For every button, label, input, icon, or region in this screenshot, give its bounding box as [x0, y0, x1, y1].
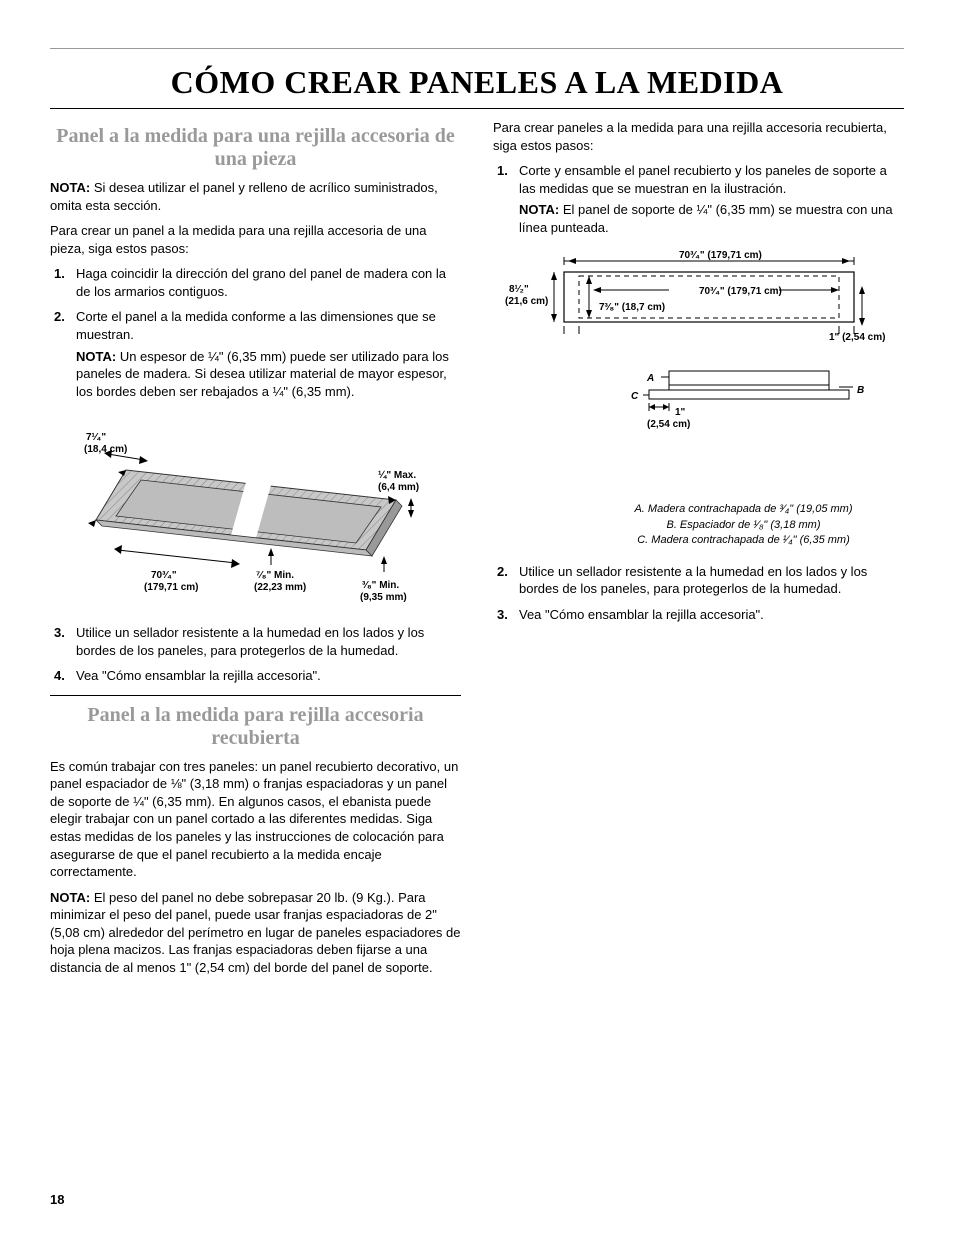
sec1-nota-text: Si desea utilizar el panel y relleno de … [50, 180, 438, 213]
right-column: Para crear paneles a la medida para una … [493, 119, 904, 984]
sec1-intro: Para crear un panel a la medida para una… [50, 222, 461, 257]
svg-text:1" (2,54 cm): 1" (2,54 cm) [829, 332, 885, 343]
list-item: Corte el panel a la medida conforme a la… [50, 308, 461, 400]
legend-c: C. Madera contrachapada de ¹⁄₄" (6,35 mm… [583, 533, 904, 548]
sec1-nota: NOTA: Si desea utilizar el panel y relle… [50, 179, 461, 214]
svg-text:(18,4 cm): (18,4 cm) [84, 444, 127, 455]
svg-text:70³⁄₄" (179,71 cm): 70³⁄₄" (179,71 cm) [679, 250, 762, 261]
r-step1-nota: NOTA: El panel de soporte de ¼" (6,35 mm… [519, 201, 904, 236]
nota-label: NOTA: [50, 180, 90, 195]
list-item: Vea "Cómo ensamblar la rejilla accesoria… [50, 667, 461, 685]
svg-text:A: A [646, 373, 654, 384]
step-text: Haga coincidir la dirección del grano de… [76, 266, 446, 299]
sec2-heading: Panel a la medida para rejilla accesoria… [50, 704, 461, 750]
svg-text:(6,4 mm): (6,4 mm) [378, 482, 419, 493]
left-column: Panel a la medida para una rejilla acces… [50, 119, 461, 984]
list-item: Haga coincidir la dirección del grano de… [50, 265, 461, 300]
list-item: Utilice un sellador resistente a la hume… [50, 624, 461, 659]
svg-text:³⁄₈" Min.: ³⁄₈" Min. [362, 580, 399, 591]
svg-text:(2,54 cm): (2,54 cm) [647, 419, 690, 430]
section-rule [50, 695, 461, 696]
svg-text:1": 1" [675, 407, 686, 418]
svg-text:7³⁄₈" (18,7 cm): 7³⁄₈" (18,7 cm) [599, 302, 665, 313]
right-steps: Corte y ensamble el panel recubierto y l… [493, 162, 904, 236]
figure-panel-3d: 7¹⁄₄" (18,4 cm) 70³⁄₄" (179,71 cm) ⁷⁄₈" … [50, 410, 461, 610]
list-item: Corte y ensamble el panel recubierto y l… [493, 162, 904, 236]
figure-overlay: 70³⁄₄" (179,71 cm) 70³⁄₄" (179,71 cm) 8¹… [493, 246, 904, 548]
nota-label: NOTA: [50, 890, 90, 905]
svg-text:¼" Max.: ¼" Max. [378, 470, 416, 481]
svg-text:(21,6 cm): (21,6 cm) [505, 296, 548, 307]
sec2-p1: Es común trabajar con tres paneles: un p… [50, 758, 461, 881]
sec1-heading: Panel a la medida para una rejilla acces… [50, 125, 461, 171]
page-title: CÓMO CREAR PANELES A LA MEDIDA [50, 61, 904, 104]
nota-label: NOTA: [76, 349, 116, 364]
svg-text:(9,35 mm): (9,35 mm) [360, 592, 407, 603]
svg-text:70³⁄₄": 70³⁄₄" [151, 570, 177, 581]
step-text: Vea "Cómo ensamblar la rejilla accesoria… [519, 607, 764, 622]
svg-text:⁷⁄₈" Min.: ⁷⁄₈" Min. [256, 570, 294, 581]
legend-b: B. Espaciador de ¹⁄₈" (3,18 mm) [583, 518, 904, 533]
figure-legend: A. Madera contrachapada de ³⁄₄" (19,05 m… [583, 502, 904, 548]
sec2-nota: NOTA: El peso del panel no debe sobrepas… [50, 889, 461, 977]
step-text: Vea "Cómo ensamblar la rejilla accesoria… [76, 668, 321, 683]
step-text: Corte el panel a la medida conforme a la… [76, 309, 436, 342]
right-steps-cont: Utilice un sellador resistente a la hume… [493, 563, 904, 624]
svg-text:8¹⁄₂": 8¹⁄₂" [509, 284, 529, 295]
step2-nota-text: Un espesor de ¼" (6,35 mm) puede ser uti… [76, 349, 449, 399]
right-intro: Para crear paneles a la medida para una … [493, 119, 904, 154]
columns: Panel a la medida para una rejilla acces… [50, 119, 904, 984]
nota-label: NOTA: [519, 202, 559, 217]
step-text: Utilice un sellador resistente a la hume… [519, 564, 867, 597]
list-item: Vea "Cómo ensamblar la rejilla accesoria… [493, 606, 904, 624]
sec2-nota-text: El peso del panel no debe sobrepasar 20 … [50, 890, 460, 975]
svg-text:70³⁄₄" (179,71 cm): 70³⁄₄" (179,71 cm) [699, 286, 782, 297]
svg-text:(179,71 cm): (179,71 cm) [144, 582, 198, 593]
svg-text:(22,23 mm): (22,23 mm) [254, 582, 306, 593]
step-text: Corte y ensamble el panel recubierto y l… [519, 163, 887, 196]
svg-text:B: B [857, 385, 864, 396]
svg-text:7¹⁄₄": 7¹⁄₄" [86, 432, 106, 443]
step-text: Utilice un sellador resistente a la hume… [76, 625, 424, 658]
top-rule [50, 48, 904, 49]
list-item: Utilice un sellador resistente a la hume… [493, 563, 904, 598]
sec1-steps-cont: Utilice un sellador resistente a la hume… [50, 624, 461, 685]
title-rule [50, 108, 904, 109]
svg-text:C: C [631, 391, 639, 402]
page-number: 18 [50, 1191, 64, 1209]
r-step1-nota-text: El panel de soporte de ¼" (6,35 mm) se m… [519, 202, 893, 235]
legend-a: A. Madera contrachapada de ³⁄₄" (19,05 m… [583, 502, 904, 517]
sec1-steps: Haga coincidir la dirección del grano de… [50, 265, 461, 400]
step2-nota: NOTA: Un espesor de ¼" (6,35 mm) puede s… [76, 348, 461, 401]
